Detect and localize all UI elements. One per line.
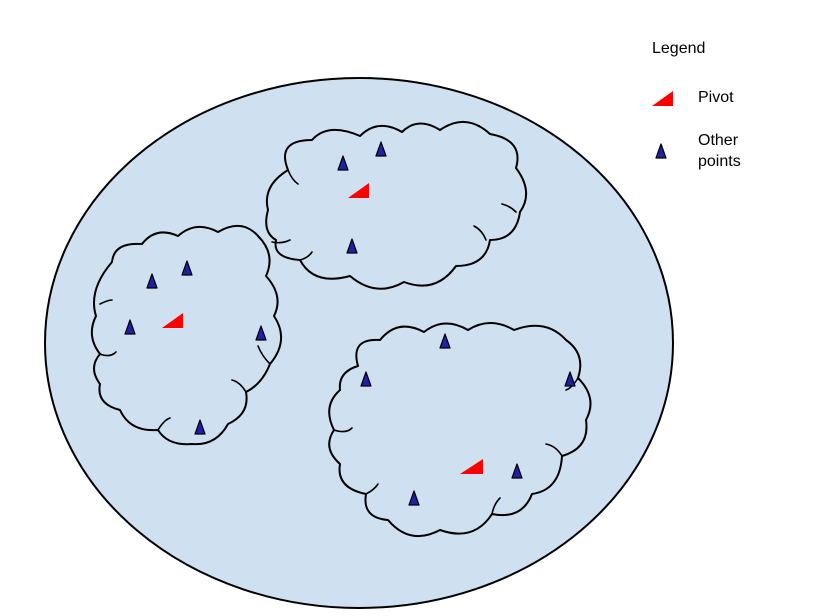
other-point-marker	[124, 319, 136, 335]
other-point-marker	[439, 333, 451, 349]
cloud-lower-right	[328, 322, 592, 538]
cloud-detail-line	[99, 351, 117, 357]
cloud-detail-line	[287, 169, 299, 185]
pivot-marker	[348, 183, 369, 198]
cloud-detail-line	[157, 417, 171, 431]
cloud-detail-line	[333, 427, 353, 433]
cloud-left	[90, 225, 282, 446]
cloud-detail-line	[299, 251, 313, 261]
cloud-detail-line	[99, 299, 113, 305]
other-point-marker	[360, 371, 372, 387]
cloud-detail-line	[231, 379, 247, 393]
cloud-detail-line	[473, 225, 487, 241]
cloud-shape	[328, 322, 592, 538]
cloud-detail-line	[271, 239, 291, 244]
legend-title: Legend	[652, 40, 705, 57]
legend-other-label-line2: points	[698, 153, 741, 170]
other-point-marker	[408, 490, 420, 506]
other-point-marker	[146, 273, 158, 289]
other-point-marker	[375, 141, 387, 157]
other-point-legend-icon	[655, 143, 667, 159]
cloud-detail-line	[257, 345, 271, 365]
legend-pivot-label: Pivot	[698, 89, 734, 106]
cloud-upper-right	[265, 121, 527, 290]
cloud-detail-line	[501, 203, 517, 213]
other-point-marker	[337, 155, 349, 171]
other-point-marker	[564, 371, 576, 387]
pivot-marker	[162, 313, 183, 328]
legend: Legend Pivot Other points	[652, 40, 741, 170]
other-point-marker	[346, 238, 358, 254]
legend-other-label-line1: Other	[698, 132, 739, 149]
other-point-marker	[194, 419, 206, 435]
other-point-marker	[511, 463, 523, 479]
pivot-legend-icon	[652, 91, 673, 106]
cloud-detail-line	[491, 497, 501, 515]
pivot-marker	[460, 459, 483, 474]
other-point-marker	[255, 325, 267, 341]
cloud-detail-line	[365, 483, 379, 495]
other-point-marker	[181, 260, 193, 276]
cloud-shape	[265, 121, 527, 290]
cloud-detail-line	[545, 443, 563, 457]
